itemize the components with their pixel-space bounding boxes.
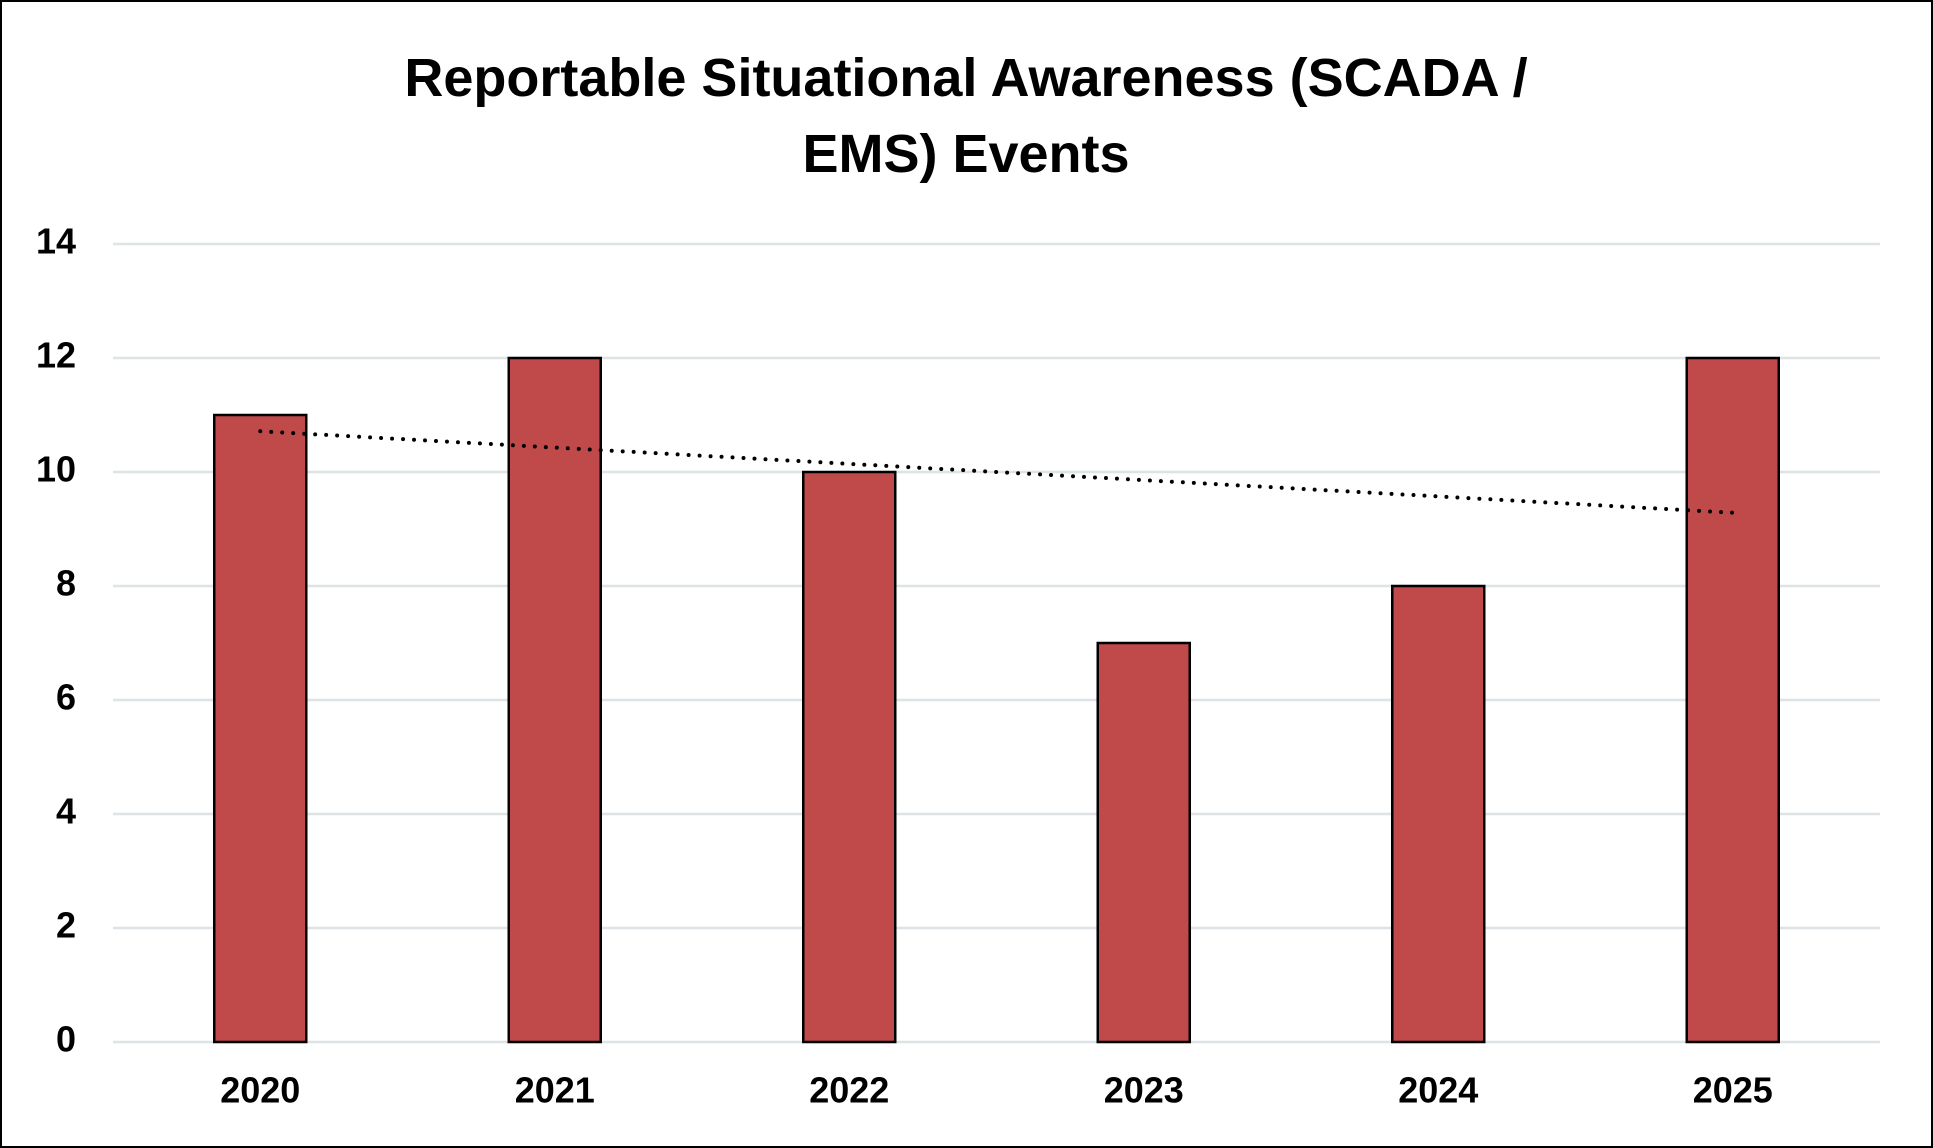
y-tick-label: 0	[56, 1019, 76, 1060]
bar	[1096, 641, 1191, 1044]
x-tick-label: 2021	[515, 1070, 595, 1111]
chart-title: Reportable Situational Awareness (SCADA …	[404, 48, 1528, 184]
x-tick-label: 2023	[1104, 1070, 1184, 1111]
y-tick-label: 14	[36, 221, 76, 262]
bar	[1391, 584, 1486, 1044]
y-tick-label: 8	[56, 563, 76, 604]
x-tick-label: 2022	[809, 1070, 889, 1111]
bar	[213, 413, 308, 1044]
bar	[802, 470, 897, 1044]
x-tick-label: 2025	[1693, 1070, 1773, 1111]
bar	[507, 356, 602, 1044]
y-tick-label: 2	[56, 905, 76, 946]
y-tick-label: 12	[36, 335, 76, 376]
x-tick-label: 2020	[220, 1070, 300, 1111]
x-tick-label: 2024	[1398, 1070, 1478, 1111]
bar	[1685, 356, 1780, 1044]
trendline	[258, 429, 1735, 515]
y-tick-label: 6	[56, 677, 76, 718]
y-tick-label: 10	[36, 449, 76, 490]
y-tick-label: 4	[56, 791, 76, 832]
